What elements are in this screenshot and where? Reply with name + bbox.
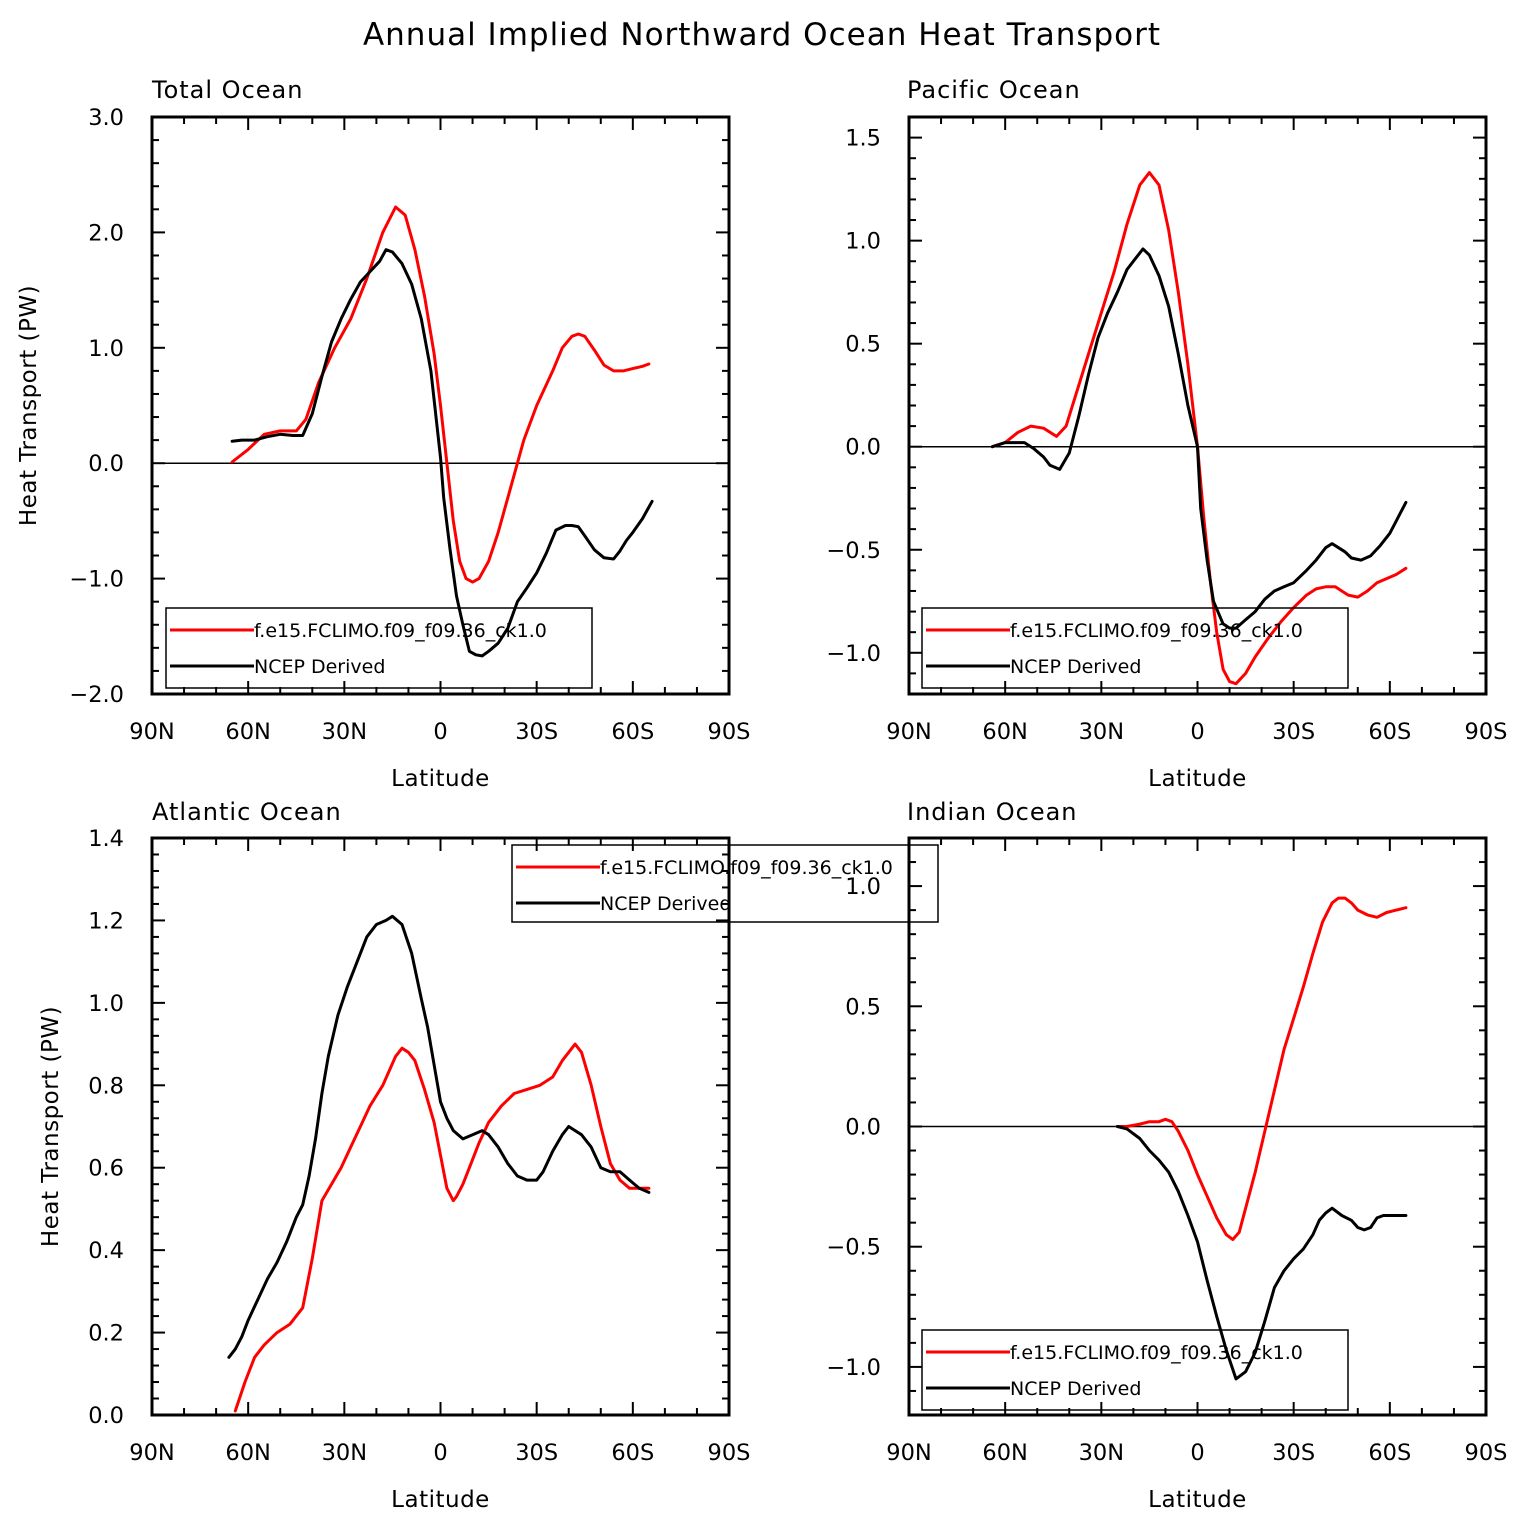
legend-label: f.e15.FCLIMO.f09_f09.36_ck1.0 (600, 857, 893, 879)
y-tick-label: 0.0 (88, 1403, 124, 1429)
y-tick-label: 0.0 (845, 435, 881, 461)
model-series-line (230, 205, 651, 584)
plot-frame (150, 836, 731, 1417)
legend: f.e15.FCLIMO.f09_f09.36_ck1.0 NCEP Derive… (511, 844, 939, 923)
y-tick-label: 1.4 (88, 826, 124, 852)
x-tick-label: 90S (1465, 1440, 1508, 1466)
panel-2: Pacific Ocean 90N 60N 30N 0 30S 60S 90S −1.0 −0.5… (826, 76, 1507, 792)
panel-title: Pacific Ocean (907, 76, 1081, 104)
y-tick-label: 0.2 (88, 1321, 124, 1347)
x-tick-label: 0 (433, 1440, 447, 1466)
x-tick-label: 90N (886, 1440, 931, 1466)
x-tick-label: 30N (322, 719, 367, 745)
y-tick-label: 1.0 (845, 874, 881, 900)
x-tick-label: 90N (886, 719, 931, 745)
model-series-line (1115, 896, 1408, 1241)
panel-4: Indian Ocean 90N 60N 30N 0 30S 60S 90S −1.0 −0.5 0… (826, 798, 1507, 1513)
y-tick-label: 0.4 (88, 1238, 124, 1264)
x-tick-label: 30S (1272, 719, 1315, 745)
ncep-series-line (1115, 1125, 1408, 1381)
legend-box (165, 607, 593, 689)
x-tick-label: 60N (225, 719, 270, 745)
y-tick-label: −1.0 (69, 567, 124, 593)
legend-box (921, 1329, 1349, 1411)
x-tick-label: 90S (708, 1440, 751, 1466)
x-tick-label: 30N (322, 1440, 367, 1466)
x-tick-label: 90N (129, 1440, 174, 1466)
panel-title: Indian Ocean (907, 798, 1078, 826)
legend: f.e15.FCLIMO.f09_f09.36_ck1.0 NCEP Derive… (165, 607, 593, 689)
x-tick-label: 90S (1465, 719, 1508, 745)
x-tick-label: 30N (1079, 719, 1124, 745)
y-tick-label: −2.0 (69, 682, 124, 708)
x-tick-label: 60S (611, 719, 654, 745)
y-axis-label: Heat Transport (PW) (38, 1006, 64, 1247)
y-tick-label: −1.0 (826, 1355, 881, 1381)
legend-label: f.e15.FCLIMO.f09_f09.36_ck1.0 (1010, 1342, 1303, 1364)
figure-title: Annual Implied Northward Ocean Heat Tran… (363, 17, 1161, 53)
y-tick-label: 0.0 (845, 1115, 881, 1141)
x-tick-label: 60N (982, 719, 1027, 745)
legend-label: f.e15.FCLIMO.f09_f09.36_ck1.0 (254, 620, 547, 642)
y-tick-label: 2.0 (88, 220, 124, 246)
y-tick-label: 0.5 (845, 994, 881, 1020)
ncep-series-line (990, 247, 1408, 630)
y-tick-label: −0.5 (826, 538, 881, 564)
x-tick-label: 90S (708, 719, 751, 745)
x-tick-label: 60S (611, 1440, 654, 1466)
y-tick-label: 1.0 (88, 336, 124, 362)
x-tick-label: 60S (1368, 719, 1411, 745)
x-axis-label: Latitude (391, 766, 490, 792)
x-tick-label: 30S (515, 719, 558, 745)
legend-label: f.e15.FCLIMO.f09_f09.36_ck1.0 (1010, 620, 1303, 642)
legend: f.e15.FCLIMO.f09_f09.36_ck1.0 NCEP Derive… (921, 1329, 1349, 1411)
legend-label: NCEP Derived (1010, 1378, 1141, 1400)
model-series-line (990, 171, 1408, 686)
y-tick-label: 3.0 (88, 105, 124, 131)
model-series-line (233, 1042, 651, 1413)
panel-title: Total Ocean (151, 76, 303, 104)
y-tick-label: 0.8 (88, 1073, 124, 1099)
x-tick-label: 30N (1079, 1440, 1124, 1466)
x-tick-label: 90N (129, 719, 174, 745)
legend: f.e15.FCLIMO.f09_f09.36_ck1.0 NCEP Derive… (921, 607, 1349, 689)
x-tick-label: 60S (1368, 1440, 1411, 1466)
x-tick-label: 60N (982, 1440, 1027, 1466)
panel-1: Total Ocean 90N 60N 30N 0 30S 60S 90S −2.0 −1.0 0.… (16, 76, 750, 792)
y-tick-label: −0.5 (826, 1235, 881, 1261)
legend-label: NCEP Derived (1010, 656, 1141, 678)
y-tick-label: 0.0 (88, 451, 124, 477)
x-tick-label: 0 (1190, 1440, 1204, 1466)
x-tick-label: 0 (433, 719, 447, 745)
y-tick-label: 0.5 (845, 332, 881, 358)
y-tick-label: 0.6 (88, 1156, 124, 1182)
legend-box (921, 607, 1349, 689)
y-tick-label: 1.0 (88, 991, 124, 1017)
legend-box (511, 844, 939, 923)
ncep-series-line (227, 914, 651, 1359)
legend-label: NCEP Derived (600, 893, 731, 915)
panel-3: Atlantic Ocean 90N 60N 30N 0 30S 60S 90S 0.0 0.2 0… (38, 798, 939, 1513)
x-tick-label: 30S (515, 1440, 558, 1466)
y-axis-label: Heat Transport (PW) (16, 285, 42, 526)
y-tick-label: 1.2 (88, 908, 124, 934)
panels: Total Ocean 90N 60N 30N 0 30S 60S 90S −2.0 −1.0 0.… (16, 76, 1507, 1513)
y-tick-label: 1.0 (845, 229, 881, 255)
legend-label: NCEP Derived (254, 656, 385, 678)
x-tick-label: 0 (1190, 719, 1204, 745)
y-tick-label: −1.0 (826, 641, 881, 667)
x-tick-label: 60N (225, 1440, 270, 1466)
y-tick-label: 1.5 (845, 126, 881, 152)
panel-title: Atlantic Ocean (152, 798, 342, 826)
x-tick-label: 30S (1272, 1440, 1315, 1466)
ncep-series-line (230, 248, 654, 658)
x-axis-label: Latitude (1148, 1487, 1247, 1513)
x-axis-label: Latitude (1148, 766, 1247, 792)
x-axis-label: Latitude (391, 1487, 490, 1513)
